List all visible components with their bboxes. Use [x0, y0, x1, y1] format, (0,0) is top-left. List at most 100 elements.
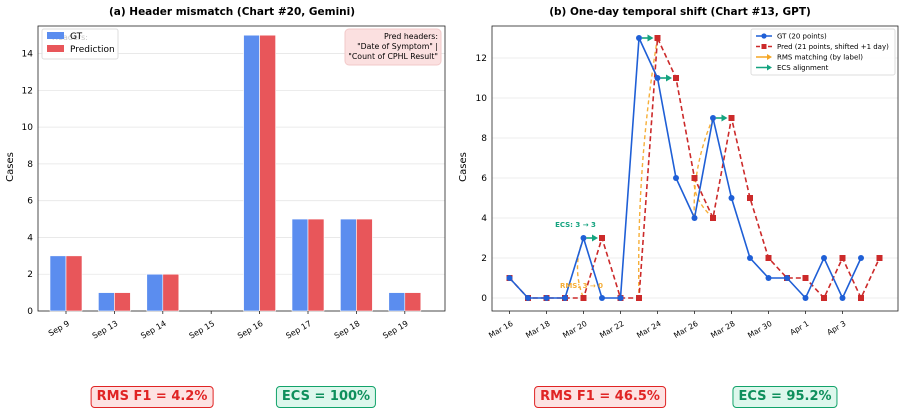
pred-point	[654, 35, 661, 41]
x-tick-label: Sep 9	[47, 319, 71, 338]
y-tick-label: 14	[22, 50, 34, 60]
chart-a-title: (a) Header mismatch (Chart #20, Gemini)	[109, 6, 355, 18]
pred-point	[765, 255, 772, 261]
gt-point	[543, 295, 550, 301]
gt-point	[562, 295, 568, 301]
chart-b-rms-metric: RMS F1 = 46.5%	[534, 386, 666, 408]
ecs-arrow-head	[647, 34, 654, 42]
gt-bar	[243, 34, 260, 312]
pred-point	[599, 235, 605, 241]
gt-bar	[340, 218, 357, 312]
pred-point	[728, 115, 735, 121]
gt-point	[636, 35, 642, 41]
legend-pred-label: Pred (21 points, shifted +1 day)	[777, 43, 889, 51]
pred-bar	[404, 292, 422, 312]
x-tick-label: Mar 26	[672, 319, 700, 340]
gt-point	[599, 295, 605, 301]
pred-point	[673, 75, 679, 81]
legend-gt-label: GT	[70, 32, 83, 42]
x-tick-label: Sep 13	[91, 319, 120, 341]
legend-rms-marker	[767, 54, 772, 60]
annotation-line: "Date of Symptom" |	[357, 42, 438, 51]
x-tick-label: Mar 20	[561, 319, 589, 340]
plot-frame	[37, 25, 446, 312]
gt-bar	[49, 255, 67, 312]
legend-gt-swatch	[47, 32, 64, 39]
gt-bar	[146, 273, 164, 312]
gt-bar	[291, 218, 309, 312]
pred-point	[691, 175, 698, 181]
pred-bar	[162, 273, 180, 312]
y-tick-label: 0	[481, 294, 487, 304]
x-tick-label: Sep 17	[284, 319, 313, 341]
pred-point	[839, 255, 846, 261]
gt-point	[710, 115, 716, 121]
x-tick-label: Mar 16	[487, 319, 515, 340]
chart-b-ecs-metric: ECS = 95.2%	[732, 386, 838, 408]
pred-point	[802, 275, 809, 281]
gt-point	[802, 295, 809, 301]
gt-point	[580, 235, 587, 241]
legend-ecs-label: ECS alignment	[777, 64, 829, 72]
gt-point	[654, 75, 661, 81]
chart-a-ecs-metric: ECS = 100%	[275, 386, 377, 408]
y-tick-label: 10	[476, 94, 488, 104]
y-tick-label: 10	[22, 123, 34, 133]
x-tick-label: Apr 1	[788, 319, 810, 337]
x-tick-label: Mar 30	[746, 319, 774, 340]
x-tick-label: Apr 3	[825, 319, 847, 337]
y-tick-label: 8	[27, 160, 33, 170]
y-tick-label: 4	[27, 233, 33, 243]
y-tick-label: 2	[481, 254, 487, 264]
x-tick-label: Sep 19	[381, 319, 410, 341]
ecs-annotation: ECS: 3 → 3	[555, 221, 596, 229]
legend-gt-label: GT (20 points)	[777, 33, 827, 41]
annotation-line: Pred headers:	[384, 32, 438, 41]
gt-point	[617, 295, 624, 301]
legend-pred-swatch	[47, 45, 64, 52]
x-tick-label: Mar 18	[524, 319, 552, 340]
gt-point	[784, 275, 790, 281]
gt-series-line	[508, 37, 862, 300]
pred-point	[876, 255, 883, 261]
legend-ecs-marker	[767, 64, 772, 71]
rms-match-arc	[693, 117, 714, 219]
gt-point	[839, 295, 846, 301]
pred-point	[747, 195, 753, 201]
pred-bar	[259, 34, 276, 312]
y-tick-label: 6	[481, 174, 487, 184]
y-tick-label: 2	[27, 270, 33, 280]
chart-a: 0 2 4 6 8 10 12 14 Sep 9 Sep 13 Sep 14 Sep 15 Sep 16…	[22, 25, 446, 341]
chart-b-title: (b) One-day temporal shift (Chart #13, G…	[549, 6, 811, 18]
plot-frame	[491, 25, 899, 312]
pred-bar	[65, 255, 83, 312]
gt-point	[673, 175, 679, 181]
gt-bar	[98, 292, 115, 312]
legend-pred-marker	[761, 44, 767, 49]
x-tick-label: Mar 28	[709, 319, 737, 340]
chart-b: 0 2 4 6 8 10 12 Mar 16 Mar 18 Mar 20 Mar 22 Mar 24 M…	[476, 25, 899, 340]
chart-b-legend: GT (20 points) Pred (21 points, shifted +…	[750, 28, 896, 76]
annotation-line: "Count of CPHL Result"	[348, 52, 438, 61]
gt-point	[728, 195, 735, 201]
pred-point	[636, 295, 642, 301]
y-tick-label: 0	[27, 307, 33, 317]
pred-point	[858, 295, 864, 301]
y-tick-label: 12	[476, 54, 487, 64]
y-tick-label: 6	[27, 197, 33, 207]
rms-annotation: RMS: 3 → 0	[560, 282, 603, 290]
legend-gt-marker	[761, 33, 767, 39]
gt-point	[747, 255, 753, 261]
pred-bar	[307, 218, 325, 312]
ecs-arrow-head	[721, 114, 728, 122]
x-tick-label: Mar 24	[635, 319, 663, 340]
gt-point	[821, 255, 827, 261]
pred-point	[580, 295, 587, 301]
gt-point	[765, 275, 772, 281]
ecs-arrow-head	[666, 74, 672, 82]
chart-a-legend: Headers:GT Prediction	[41, 28, 119, 60]
x-tick-label: Mar 22	[598, 319, 626, 340]
gt-point	[858, 255, 864, 261]
legend-pred-label: Prediction	[70, 45, 115, 55]
